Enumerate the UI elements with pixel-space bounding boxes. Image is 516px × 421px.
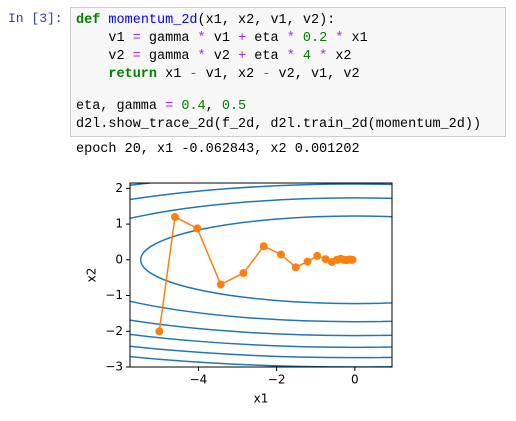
- contour-line: [130, 355, 392, 367]
- contour-line: [130, 197, 392, 323]
- trace-point: [216, 280, 225, 289]
- trace-point: [321, 255, 330, 264]
- contour-line: [130, 183, 392, 349]
- code-token: -: [262, 67, 271, 82]
- code-token: return: [108, 67, 158, 82]
- trace-point: [170, 212, 179, 221]
- code-cell[interactable]: def momentum_2d(x1, x2, v1, v2): v1 = ga…: [70, 7, 506, 137]
- trace-point: [155, 327, 164, 336]
- code-token: =: [165, 99, 174, 114]
- code-token: *: [286, 49, 295, 64]
- y-axis-label: x2: [85, 268, 99, 283]
- code-token: eta, gamma: [76, 99, 166, 114]
- trace-point: [276, 250, 285, 259]
- code-token: 0.2: [302, 31, 328, 46]
- code-block: eta, gamma = 0.4, 0.5 d2l.show_trace_2d(f…: [76, 98, 505, 134]
- code-line: v2 = gamma * v2 + eta * 4 * x2: [76, 48, 505, 66]
- code-token: x2: [327, 49, 352, 64]
- code-token: =: [132, 49, 141, 64]
- contour-line: [130, 345, 392, 359]
- code-token: v1: [76, 31, 133, 46]
- code-line: return x1 - v1, x2 - v2, v1, v2: [76, 66, 505, 84]
- code-token: *: [335, 31, 344, 46]
- x-axis-label: x1: [254, 392, 269, 406]
- x-tick-label: −4: [190, 373, 208, 387]
- code-token: def: [76, 13, 101, 28]
- code-token: v1: [205, 31, 239, 46]
- code-token: 0.4: [181, 99, 206, 114]
- trace-point: [313, 251, 322, 260]
- y-tick-label: 0: [115, 252, 123, 266]
- trace-line: [158, 215, 353, 332]
- code-token: *: [197, 31, 206, 46]
- code-token: 4: [302, 49, 312, 64]
- code-token: v2: [205, 49, 239, 64]
- code-token: v2: [76, 49, 133, 64]
- code-token: gamma: [140, 49, 198, 64]
- code-token: v1, x2: [197, 67, 263, 82]
- trace-point: [348, 255, 357, 264]
- code-line: eta, gamma = 0.4, 0.5: [76, 98, 505, 116]
- code-token: 0.5: [221, 99, 247, 114]
- plot-frame: [129, 182, 393, 368]
- code-token: ,: [205, 99, 222, 114]
- code-token: *: [197, 49, 206, 64]
- trace-point: [239, 269, 248, 278]
- code-token: *: [319, 49, 328, 64]
- code-line: d2l.show_trace_2d(f_2d, d2l.train_2d(mom…: [76, 116, 505, 134]
- x-tick-label: 0: [351, 373, 359, 387]
- y-tick-label: −3: [105, 360, 123, 374]
- y-tick-label: −1: [105, 288, 123, 302]
- y-tick-label: 2: [115, 181, 123, 195]
- code-token: gamma: [140, 31, 198, 46]
- code-token: -: [189, 67, 198, 82]
- y-tick-label: −2: [105, 324, 123, 338]
- trace-point: [303, 257, 312, 266]
- trace-point: [259, 242, 268, 251]
- cell-prompt: In [3]:: [8, 11, 63, 26]
- code-token: eta: [246, 49, 287, 64]
- code-token: eta: [246, 31, 287, 46]
- contour-line: [139, 215, 392, 305]
- code-line: v1 = gamma * v1 + eta * 0.2 * x1: [76, 30, 505, 48]
- y-tick-label: 1: [115, 217, 123, 231]
- trace-point: [291, 263, 300, 272]
- code-token: x1: [157, 67, 190, 82]
- trace-point: [193, 224, 202, 233]
- code-token: =: [132, 31, 141, 46]
- plot-area: [130, 183, 392, 367]
- cell-output: epoch 20, x1 -0.062843, x2 0.001202: [76, 142, 360, 157]
- contour-line: [130, 183, 392, 337]
- code-token: x1: [343, 31, 368, 46]
- code-token: *: [286, 31, 295, 46]
- x-tick-label: −2: [268, 373, 286, 387]
- code-token: +: [238, 31, 247, 46]
- code-token: v2, v1, v2: [270, 67, 360, 82]
- code-token: (x1, x2, v1, v2):: [197, 13, 336, 28]
- code-token: momentum_2d: [108, 13, 198, 28]
- code-token: d2l.show_trace_2d(f_2d, d2l.train_2d(mom…: [76, 117, 482, 132]
- code-line: def momentum_2d(x1, x2, v1, v2):: [76, 12, 505, 30]
- code-token: +: [238, 49, 247, 64]
- code-block: def momentum_2d(x1, x2, v1, v2): v1 = ga…: [76, 12, 505, 84]
